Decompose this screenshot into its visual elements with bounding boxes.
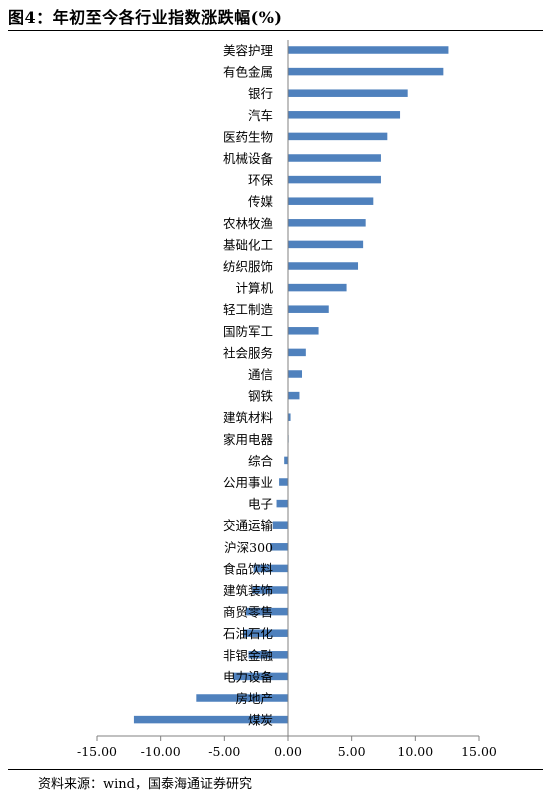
category-label: 汽车 (248, 108, 273, 123)
bar-3 (288, 89, 408, 97)
source-note: 资料来源：wind，国泰海通证券研究 (38, 777, 252, 792)
bar-15 (288, 348, 306, 357)
bar-1 (288, 46, 449, 54)
x-tick-label: 10.00 (397, 744, 433, 759)
chart-title: 图4：年初至今各行业指数涨跌幅(%) (8, 8, 283, 27)
category-label: 环保 (248, 173, 274, 188)
bar-18 (288, 413, 291, 421)
bar-28 (243, 629, 288, 637)
bar-21 (279, 478, 288, 486)
bar-26 (252, 586, 288, 594)
bar-4 (288, 111, 401, 119)
category-label: 轻工制造 (223, 302, 274, 317)
bar-12 (288, 283, 347, 292)
x-tick-label: -10.00 (141, 744, 181, 759)
bottom-rule (8, 769, 543, 770)
category-label: 石油石化 (223, 626, 274, 641)
category-label: 社会服务 (223, 345, 273, 360)
bar-13 (288, 305, 329, 313)
category-label: 基础化工 (223, 237, 273, 252)
bar-7 (288, 175, 381, 184)
category-label: 建筑材料 (223, 410, 274, 425)
bar-29 (248, 651, 288, 659)
bar-14 (288, 327, 319, 335)
bar-32 (133, 715, 288, 724)
category-label: 美容护理 (223, 43, 274, 58)
category-label: 机械设备 (223, 151, 274, 166)
bar-5 (288, 132, 388, 141)
bar-30 (233, 672, 288, 681)
category-label: 有色金属 (223, 65, 273, 80)
category-label: 电力设备 (223, 669, 274, 684)
bar-25 (253, 564, 288, 573)
category-label: 沪深300 (224, 540, 273, 555)
bar-10 (288, 240, 364, 249)
bar-8 (288, 197, 374, 205)
category-label: 建筑装饰 (223, 583, 273, 598)
category-label: 国防军工 (223, 324, 273, 339)
bar-9 (288, 219, 366, 227)
category-label: 传媒 (248, 194, 274, 209)
category-label: 房地产 (235, 691, 273, 706)
bar-27 (245, 607, 288, 616)
category-label: 纺织服饰 (223, 259, 273, 274)
category-label: 银行 (248, 86, 273, 101)
category-label: 交通运输 (223, 518, 274, 533)
x-tick-label: 15.00 (461, 744, 497, 759)
category-label: 家用电器 (223, 432, 274, 447)
category-label: 煤炭 (248, 713, 273, 728)
category-label: 公用事业 (223, 475, 273, 490)
category-label: 钢铁 (248, 389, 274, 404)
category-label: 农林牧渔 (223, 216, 273, 231)
category-label: 通信 (248, 367, 273, 382)
bar-22 (276, 499, 288, 508)
x-tick-label: -15.00 (77, 744, 117, 759)
bar-23 (272, 521, 288, 529)
bar-6 (288, 154, 381, 162)
bar-17 (288, 391, 300, 400)
category-label: 电子 (248, 497, 273, 512)
category-label: 商贸零售 (223, 605, 273, 620)
category-label: 综合 (248, 453, 274, 468)
category-label: 非银金融 (223, 648, 274, 663)
category-label: 计算机 (235, 281, 273, 296)
category-label: 医药生物 (223, 129, 273, 144)
bar-24 (270, 543, 288, 551)
bar-20 (284, 456, 288, 465)
bar-16 (288, 370, 303, 378)
bar-31 (196, 694, 288, 702)
bar-2 (288, 67, 444, 76)
x-tick-label: 5.00 (338, 744, 366, 759)
category-label: 食品饮料 (223, 561, 274, 576)
x-tick-label: 0.00 (274, 744, 302, 759)
top-rule (8, 30, 543, 31)
x-tick-label: -5.00 (208, 744, 240, 759)
bar-11 (288, 262, 359, 270)
